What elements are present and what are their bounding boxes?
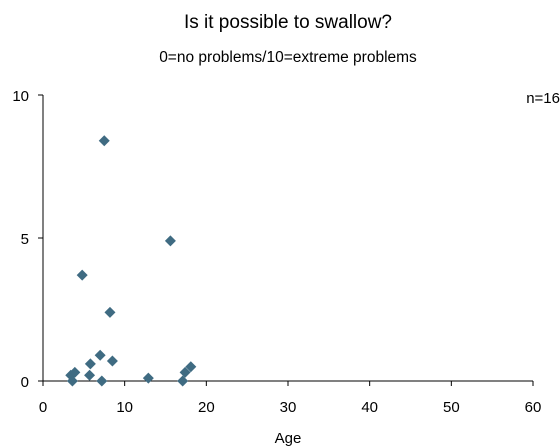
data-point bbox=[142, 372, 154, 384]
y-tick-label: 0 bbox=[21, 374, 29, 391]
y-tick-label: 5 bbox=[21, 231, 29, 248]
x-tick-label: 50 bbox=[443, 399, 460, 416]
x-tick-label: 30 bbox=[280, 399, 297, 416]
data-point bbox=[76, 269, 88, 281]
data-point bbox=[104, 306, 116, 318]
data-point bbox=[66, 375, 78, 387]
data-points bbox=[65, 135, 197, 387]
sample-size-note: n=16 bbox=[526, 90, 560, 107]
x-axis-label: Age bbox=[275, 430, 302, 447]
data-point bbox=[96, 375, 108, 387]
chart-subtitle: 0=no problems/10=extreme problems bbox=[159, 49, 417, 66]
data-point bbox=[94, 349, 106, 361]
chart-title: Is it possible to swallow? bbox=[184, 12, 392, 33]
data-point bbox=[84, 358, 96, 370]
data-point bbox=[106, 355, 118, 367]
data-point bbox=[185, 361, 197, 373]
data-point bbox=[177, 375, 189, 387]
x-tick-label: 40 bbox=[361, 399, 378, 416]
data-point bbox=[69, 366, 81, 378]
data-point bbox=[179, 366, 191, 378]
x-tick-label: 60 bbox=[525, 399, 542, 416]
x-tick-label: 0 bbox=[39, 399, 47, 416]
data-point bbox=[164, 235, 176, 247]
x-tick-label: 20 bbox=[198, 399, 215, 416]
y-tick-label: 10 bbox=[12, 88, 29, 105]
x-tick-label: 10 bbox=[116, 399, 133, 416]
axis-ticks: 0 10 20 30 40 50 60 0 5 10 bbox=[12, 88, 541, 416]
data-point bbox=[98, 135, 110, 147]
data-point bbox=[84, 369, 96, 381]
